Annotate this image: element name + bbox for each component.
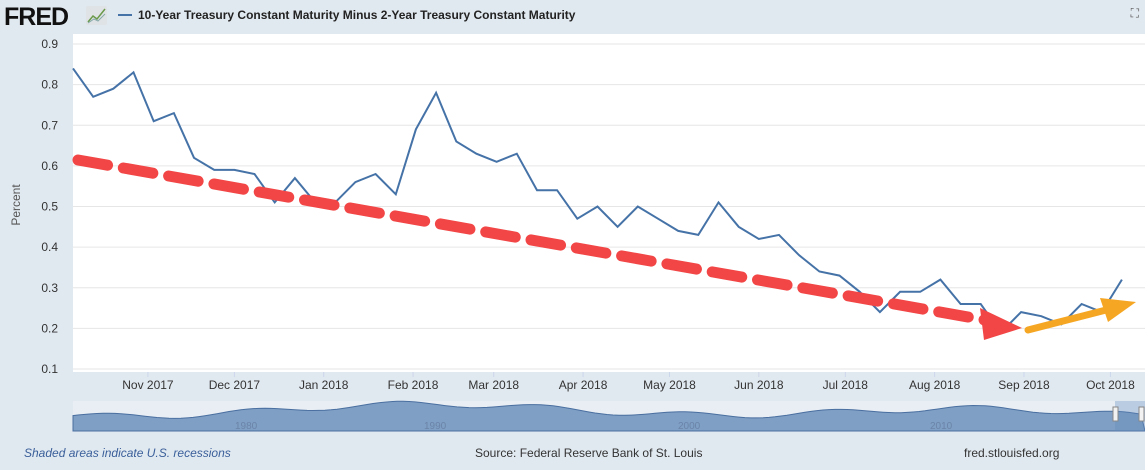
legend-swatch — [118, 14, 132, 16]
fullscreen-icon[interactable]: ⛶ — [1130, 6, 1139, 20]
navigator-year-label: 1980 — [235, 421, 258, 432]
x-tick-label: Jan 2018 — [299, 378, 349, 392]
x-tick-label: Feb 2018 — [388, 378, 439, 392]
y-tick-label: 0.1 — [41, 362, 58, 376]
x-tick-label: Mar 2018 — [468, 378, 519, 392]
x-tick-label: May 2018 — [643, 378, 696, 392]
source-note: Source: Federal Reserve Bank of St. Loui… — [475, 446, 703, 460]
y-tick-label: 0.8 — [41, 78, 58, 92]
x-tick-label: Oct 2018 — [1086, 378, 1135, 392]
y-axis-label: Percent — [9, 184, 23, 226]
chart-header: FRED 10-Year Treasury Constant Maturity … — [0, 0, 1145, 32]
navigator-series — [72, 400, 1145, 432]
navigator-year-label: 2000 — [678, 421, 701, 432]
navigator-right-handle[interactable] — [1138, 406, 1145, 422]
x-tick-label: Jun 2018 — [734, 378, 784, 392]
navigator-year-label: 1990 — [424, 421, 447, 432]
y-tick-label: 0.9 — [41, 37, 58, 51]
y-tick-label: 0.7 — [41, 118, 58, 132]
x-tick-label: Aug 2018 — [909, 378, 961, 392]
y-tick-label: 0.2 — [41, 321, 58, 335]
x-tick-label: Apr 2018 — [559, 378, 608, 392]
y-tick-label: 0.6 — [41, 159, 58, 173]
fred-logo[interactable]: FRED — [4, 3, 69, 31]
uptrend-arrow-annotation — [1024, 298, 1136, 334]
x-tick-label: Sep 2018 — [998, 378, 1050, 392]
site-link[interactable]: fred.stlouisfed.org — [964, 446, 1060, 460]
legend-label: 10-Year Treasury Constant Maturity Minus… — [138, 8, 576, 22]
line-chart: 0.1 0.2 0.3 0.4 0.5 0.6 0.7 0.8 0.9 Nov 2017 Dec 2… — [9, 34, 1145, 432]
x-tick-label: Jul 2018 — [823, 378, 869, 392]
downtrend-arrow-annotation — [72, 154, 1022, 340]
x-tick-label: Nov 2017 — [122, 378, 174, 392]
recession-note: Shaded areas indicate U.S. recessions — [24, 446, 231, 460]
navigator-left-handle[interactable] — [1112, 406, 1119, 422]
legend-item[interactable]: 10-Year Treasury Constant Maturity Minus… — [118, 8, 575, 22]
navigator-year-label: 2010 — [930, 421, 953, 432]
line-chart-icon — [86, 6, 107, 25]
y-tick-label: 0.3 — [41, 281, 58, 295]
x-tick-label: Dec 2017 — [209, 378, 261, 392]
y-tick-label: 0.5 — [41, 200, 58, 214]
y-tick-label: 0.4 — [41, 240, 58, 254]
navigator[interactable]: 1980 1990 2000 2010 — [72, 400, 1145, 432]
